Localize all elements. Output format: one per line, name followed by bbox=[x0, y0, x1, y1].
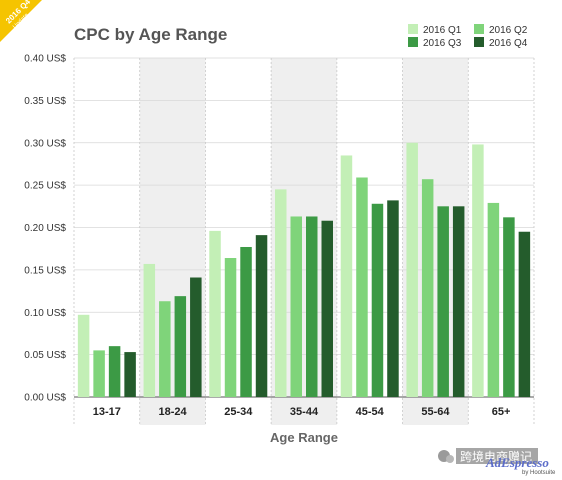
x-tick-label: 25-34 bbox=[224, 406, 253, 418]
bar-18-24-2016-Q2 bbox=[159, 301, 171, 397]
legend-label: 2016 Q2 bbox=[489, 25, 528, 36]
bar-13-17-2016-Q4 bbox=[124, 352, 136, 397]
bar-25-34-2016-Q4 bbox=[255, 235, 268, 397]
watermark-chinese: 跨境电商赠记 bbox=[460, 449, 532, 464]
bar-45-54-2016-Q4 bbox=[387, 200, 399, 397]
legend-swatch bbox=[474, 24, 484, 34]
bar-55-64-2016-Q2 bbox=[421, 179, 434, 397]
bar-18-24-2016-Q4 bbox=[190, 277, 202, 397]
bar-35-44-2016-Q3 bbox=[306, 216, 318, 397]
bar-65+-2016-Q3 bbox=[503, 217, 515, 397]
bar-13-17-2016-Q2 bbox=[93, 350, 105, 397]
bar-13-17-2016-Q1 bbox=[77, 314, 90, 397]
bar-45-54-2016-Q2 bbox=[356, 177, 368, 397]
x-tick-label: 45-54 bbox=[356, 406, 385, 418]
y-tick-label: 0.05 US$ bbox=[24, 350, 66, 361]
bar-18-24-2016-Q3 bbox=[174, 296, 187, 397]
x-tick-label: 13-17 bbox=[93, 406, 121, 418]
legend-label: 2016 Q1 bbox=[423, 25, 462, 36]
legend-swatch bbox=[474, 37, 484, 47]
bar-65+-2016-Q1 bbox=[472, 144, 484, 397]
bar-45-54-2016-Q1 bbox=[340, 155, 353, 397]
hootsuite-credit: by Hootsuite bbox=[522, 470, 556, 476]
bar-13-17-2016-Q3 bbox=[108, 346, 121, 397]
y-tick-label: 0.15 US$ bbox=[24, 265, 66, 276]
legend-label: 2016 Q4 bbox=[489, 38, 528, 49]
chart-title: CPC by Age Range bbox=[74, 25, 227, 44]
bar-25-34-2016-Q1 bbox=[209, 230, 221, 397]
watermark: 跨境电商赠记 AdEspresso by Hootsuite bbox=[438, 448, 556, 476]
legend-swatch bbox=[408, 37, 418, 47]
y-tick-label: 0.40 US$ bbox=[24, 54, 66, 65]
update-badge: 2016 Q4 Update bbox=[0, 0, 42, 42]
bar-35-44-2016-Q1 bbox=[275, 189, 287, 397]
x-tick-label: 35-44 bbox=[290, 406, 319, 418]
badge-triangle bbox=[0, 0, 42, 42]
bar-18-24-2016-Q1 bbox=[143, 263, 156, 397]
watermark-backdrop bbox=[456, 448, 538, 464]
y-tick-label: 0.25 US$ bbox=[24, 181, 66, 192]
bar-35-44-2016-Q4 bbox=[321, 220, 333, 397]
bar-35-44-2016-Q2 bbox=[290, 216, 302, 397]
wechat-icon-small bbox=[446, 455, 454, 463]
bar-25-34-2016-Q2 bbox=[224, 258, 237, 397]
y-tick-label: 0.10 US$ bbox=[24, 308, 66, 319]
bar-65+-2016-Q4 bbox=[518, 231, 531, 397]
bar-55-64-2016-Q3 bbox=[437, 206, 449, 397]
bar-55-64-2016-Q4 bbox=[452, 206, 465, 397]
bar-55-64-2016-Q1 bbox=[406, 142, 418, 397]
y-tick-label: 0.20 US$ bbox=[24, 223, 66, 234]
x-tick-label: 55-64 bbox=[421, 406, 450, 418]
x-axis-label: Age Range bbox=[270, 430, 338, 445]
x-tick-label: 18-24 bbox=[159, 406, 188, 418]
adespresso-logo: AdEspresso bbox=[485, 455, 549, 470]
y-tick-label: 0.00 US$ bbox=[24, 393, 66, 404]
legend: 2016 Q1 2016 Q2 2016 Q3 2016 Q4 bbox=[408, 24, 528, 49]
legend-swatch bbox=[408, 24, 418, 34]
y-tick-label: 0.30 US$ bbox=[24, 138, 66, 149]
bar-65+-2016-Q2 bbox=[487, 202, 500, 397]
legend-label: 2016 Q3 bbox=[423, 38, 462, 49]
bar-45-54-2016-Q3 bbox=[371, 203, 384, 397]
bar-25-34-2016-Q3 bbox=[240, 246, 252, 397]
y-tick-label: 0.35 US$ bbox=[24, 96, 66, 107]
x-tick-label: 65+ bbox=[492, 406, 511, 418]
